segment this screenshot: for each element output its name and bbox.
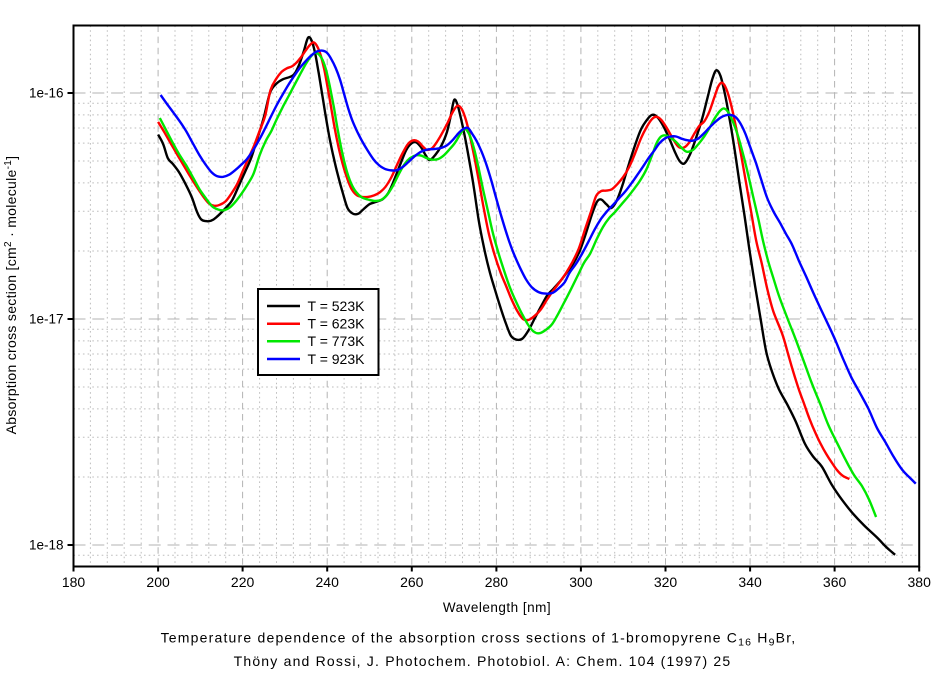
svg-text:360: 360 [823, 574, 847, 590]
svg-text:200: 200 [146, 574, 170, 590]
svg-text:T = 623K: T = 623K [308, 316, 366, 332]
svg-text:Absorption cross section [cm2: Absorption cross section [cm2 · molecule… [3, 156, 19, 435]
svg-text:380: 380 [908, 574, 932, 590]
svg-text:1e-17: 1e-17 [29, 312, 64, 327]
svg-text:1e-18: 1e-18 [29, 538, 64, 553]
svg-text:280: 280 [485, 574, 509, 590]
svg-text:260: 260 [400, 574, 424, 590]
svg-text:T = 523K: T = 523K [308, 298, 366, 314]
svg-text:180: 180 [62, 574, 86, 590]
svg-text:240: 240 [316, 574, 340, 590]
svg-text:T = 773K: T = 773K [308, 333, 366, 349]
svg-text:Wavelength [nm]: Wavelength [nm] [443, 600, 551, 615]
svg-text:1e-16: 1e-16 [29, 86, 64, 101]
svg-text:320: 320 [654, 574, 678, 590]
svg-text:300: 300 [569, 574, 593, 590]
svg-text:T = 923K: T = 923K [308, 351, 366, 367]
svg-text:Thöny and Rossi, J. Photochem.: Thöny and Rossi, J. Photochem. Photobiol… [234, 653, 732, 669]
svg-text:340: 340 [738, 574, 762, 590]
svg-text:220: 220 [231, 574, 255, 590]
svg-text:Temperature dependence of the: Temperature dependence of the absorption… [161, 630, 797, 649]
